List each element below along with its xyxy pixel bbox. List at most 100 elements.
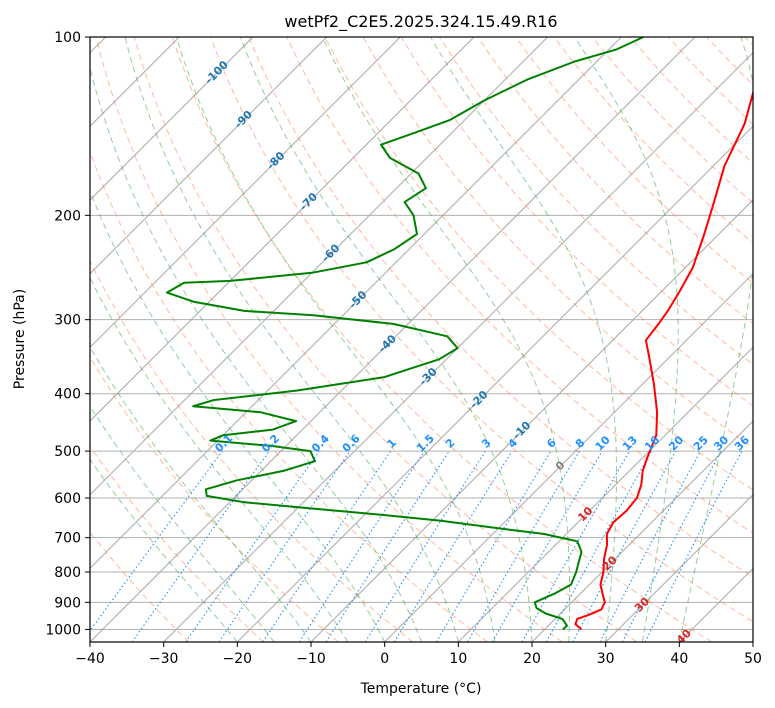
x-tick-label: 20 <box>523 651 541 667</box>
isotherm-line <box>605 493 753 642</box>
x-tick-label: 50 <box>744 651 762 667</box>
y-tick-label: 900 <box>54 595 81 611</box>
dry-adiabat-line <box>133 37 638 642</box>
isotherm-line <box>310 199 753 642</box>
mixing-ratio-line <box>325 450 450 642</box>
mixing-ratio-line <box>467 450 580 642</box>
isotherm-label: -100 <box>202 58 231 87</box>
mixing-ratio-line <box>364 450 486 642</box>
dry-adiabat-line <box>210 37 753 623</box>
dry-adiabat-line <box>90 445 264 642</box>
y-tick-label: 300 <box>54 313 81 329</box>
moist-adiabat-line <box>322 37 571 642</box>
y-tick-label: 600 <box>54 491 81 507</box>
isotherm-line <box>163 51 753 642</box>
moist-adiabat-line <box>90 65 422 642</box>
isotherm-label: -40 <box>376 332 399 355</box>
dry-adiabat-line <box>286 37 753 534</box>
moist-adiabat-line <box>90 345 312 642</box>
x-tick-label: 40 <box>670 651 688 667</box>
mixing-ratio-label: 8 <box>573 436 588 451</box>
plot-frame <box>89 36 754 643</box>
isotherm-line <box>90 37 549 496</box>
mixing-ratio-label: 25 <box>691 433 711 453</box>
isotherm-label: 10 <box>575 504 595 524</box>
moist-adiabat-line <box>90 276 349 642</box>
moist-adiabat-line <box>175 37 496 642</box>
y-tick-label: 100 <box>54 30 81 46</box>
mixing-ratio-line <box>90 450 223 632</box>
mixing-ratio-label: 36 <box>732 433 752 453</box>
isotherm-line <box>90 37 401 349</box>
isotherm-line <box>90 37 622 570</box>
mixing-ratio-line <box>131 450 270 642</box>
moist-adiabat-line <box>239 37 533 642</box>
isotherm-label: -90 <box>232 108 255 131</box>
y-tick-label: 700 <box>54 531 81 547</box>
x-tick-label: 30 <box>597 651 615 667</box>
mixing-ratio-label: 13 <box>620 433 640 453</box>
mixing-ratio-label: 10 <box>593 433 613 453</box>
chart-title: wetPf2_C2E5.2025.324.15.49.R16 <box>284 12 557 32</box>
isotherm-line <box>90 37 254 201</box>
y-tick-label: 400 <box>54 387 81 403</box>
moist-adiabat-line <box>90 405 275 642</box>
mixing-ratio-line <box>435 450 552 642</box>
temperature-line <box>574 89 753 631</box>
dry-adiabat-line <box>90 531 190 642</box>
dry-adiabat-line <box>324 37 753 491</box>
isotherm-label: -10 <box>510 419 533 442</box>
isotherm-line <box>531 420 753 642</box>
x-tick-label: 10 <box>449 651 467 667</box>
x-axis-label: Temperature (°C) <box>360 681 482 697</box>
isotherm-line <box>457 346 753 642</box>
moist-adiabat-line <box>90 458 238 642</box>
dry-adiabat-line <box>744 37 753 47</box>
dry-adiabat-line <box>515 37 753 284</box>
isotherm-line <box>90 37 328 275</box>
moist-adiabat-line <box>678 37 753 642</box>
mixing-ratio-line <box>218 450 351 642</box>
profiles <box>165 37 753 631</box>
moist-adiabat-line <box>124 37 459 642</box>
x-tick-label: −30 <box>149 651 179 667</box>
mixing-ratio-line <box>185 450 320 642</box>
mixing-ratio-line <box>521 450 630 642</box>
dry-adiabat-line <box>668 37 753 125</box>
line-labels: 0.1 0.2 0.4 0.6 1 1.5 2 3 4 6 8 10 13 16 20 25 30 36-100-… <box>202 58 752 642</box>
isotherm-line <box>678 567 753 642</box>
dry-adiabat-line <box>591 37 753 204</box>
y-axis-label: Pressure (hPa) <box>12 289 28 389</box>
moist-adiabat-line <box>574 37 679 642</box>
dry-adiabat-line <box>90 150 488 642</box>
x-tick-label: 0 <box>380 651 389 667</box>
y-tick-label: 500 <box>54 444 81 460</box>
y-tick-label: 1000 <box>45 622 81 638</box>
mixing-ratio-label: 6 <box>544 436 559 451</box>
mixing-ratio-line <box>572 450 677 642</box>
mixing-ratio-label: 3 <box>479 436 494 451</box>
isotherm-line <box>236 125 753 642</box>
dry-adiabat-line <box>90 356 339 642</box>
isotherm-line <box>752 641 753 642</box>
mixing-ratio-label: 16 <box>642 433 662 453</box>
mixing-ratio-label: 20 <box>666 433 686 453</box>
mixing-ratio-line <box>262 450 392 642</box>
dry-adiabat-line <box>90 259 414 642</box>
isotherm-line <box>384 272 753 642</box>
moist-adiabat-line <box>430 37 617 642</box>
y-tick-label: 800 <box>54 565 81 581</box>
mixing-ratio-line <box>599 450 701 642</box>
x-tick-label: −40 <box>75 651 105 667</box>
y-tick-label: 200 <box>54 208 81 224</box>
x-tick-label: −10 <box>296 651 326 667</box>
dewpoint-line <box>165 37 644 631</box>
background-lines <box>90 37 753 642</box>
dry-adiabat-line <box>706 37 753 86</box>
mixing-ratio-line <box>545 450 653 642</box>
mixing-ratio-label: 2 <box>443 436 458 451</box>
mixing-ratio-line <box>298 450 425 642</box>
mixing-ratio-line <box>393 450 513 642</box>
